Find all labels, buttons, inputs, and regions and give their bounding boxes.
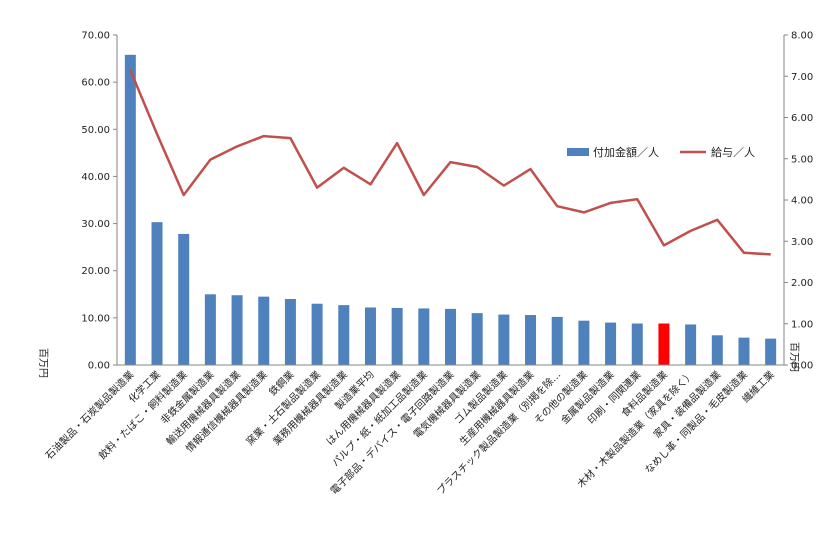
bar bbox=[391, 307, 403, 365]
right-tick-label: 5.00 bbox=[791, 154, 813, 165]
right-tick-label: 8.00 bbox=[791, 31, 813, 42]
left-tick-label: 40.00 bbox=[81, 172, 110, 183]
right-tick-label: 2.00 bbox=[791, 278, 813, 289]
bar bbox=[338, 305, 350, 365]
right-tick-label: 7.00 bbox=[791, 72, 813, 83]
bar bbox=[471, 313, 483, 365]
legend-label-bar: 付加金額／人 bbox=[593, 145, 659, 159]
bar-series bbox=[117, 54, 784, 366]
bar bbox=[551, 316, 563, 365]
right-tick-label: 3.00 bbox=[791, 237, 813, 248]
bar bbox=[578, 320, 590, 365]
bar bbox=[711, 335, 723, 365]
bar bbox=[284, 299, 296, 365]
left-tick-label: 60.00 bbox=[81, 78, 110, 89]
left-y-axis: 0.00 10.00 20.00 30.00 40.00 50.00 60.00 70.00 bbox=[81, 31, 118, 372]
bar bbox=[151, 222, 163, 365]
legend-label-line: 給与／人 bbox=[711, 145, 755, 159]
bar bbox=[258, 296, 270, 365]
bar bbox=[124, 54, 136, 366]
legend: 付加金額／人 給与／人 bbox=[567, 145, 755, 159]
left-tick-label: 10.00 bbox=[81, 313, 110, 324]
right-y-axis: 0.00 1.00 2.00 3.00 4.00 5.00 6.00 7.00 8.00 bbox=[783, 31, 813, 372]
bar bbox=[418, 308, 430, 365]
bar bbox=[178, 233, 190, 365]
bar bbox=[685, 324, 697, 365]
bar bbox=[231, 295, 243, 365]
bar bbox=[658, 323, 670, 365]
bar bbox=[498, 314, 510, 365]
left-tick-label: 20.00 bbox=[81, 266, 110, 277]
bar bbox=[204, 294, 216, 365]
bar bbox=[605, 322, 617, 365]
right-unit-label: 百万円 bbox=[788, 342, 800, 372]
bar bbox=[311, 303, 323, 365]
left-tick-label: 30.00 bbox=[81, 219, 110, 230]
bar bbox=[445, 308, 456, 365]
category-label: 石油製品・石炭製品製造業 bbox=[42, 368, 136, 462]
left-tick-label: 50.00 bbox=[81, 125, 110, 136]
bar bbox=[525, 315, 537, 365]
right-tick-label: 6.00 bbox=[791, 113, 813, 124]
right-tick-label: 4.00 bbox=[791, 196, 813, 207]
bar bbox=[765, 338, 777, 365]
right-tick-label: 0.00 bbox=[791, 361, 813, 372]
line-path bbox=[129, 69, 771, 256]
bar bbox=[738, 337, 750, 365]
bar bbox=[364, 307, 376, 365]
line-series bbox=[129, 69, 771, 256]
right-tick-label: 1.00 bbox=[791, 319, 813, 330]
left-unit-label: 百万円 bbox=[37, 348, 49, 378]
bar bbox=[631, 323, 643, 365]
legend-swatch-bar bbox=[567, 148, 589, 156]
left-tick-label: 70.00 bbox=[81, 31, 110, 42]
category-labels: 石油製品・石炭製品製造業化学工業飲料・たばこ・飼料製造業非鉄金属製造業輸送用機械… bbox=[42, 368, 776, 497]
left-tick-label: 0.00 bbox=[88, 361, 110, 372]
